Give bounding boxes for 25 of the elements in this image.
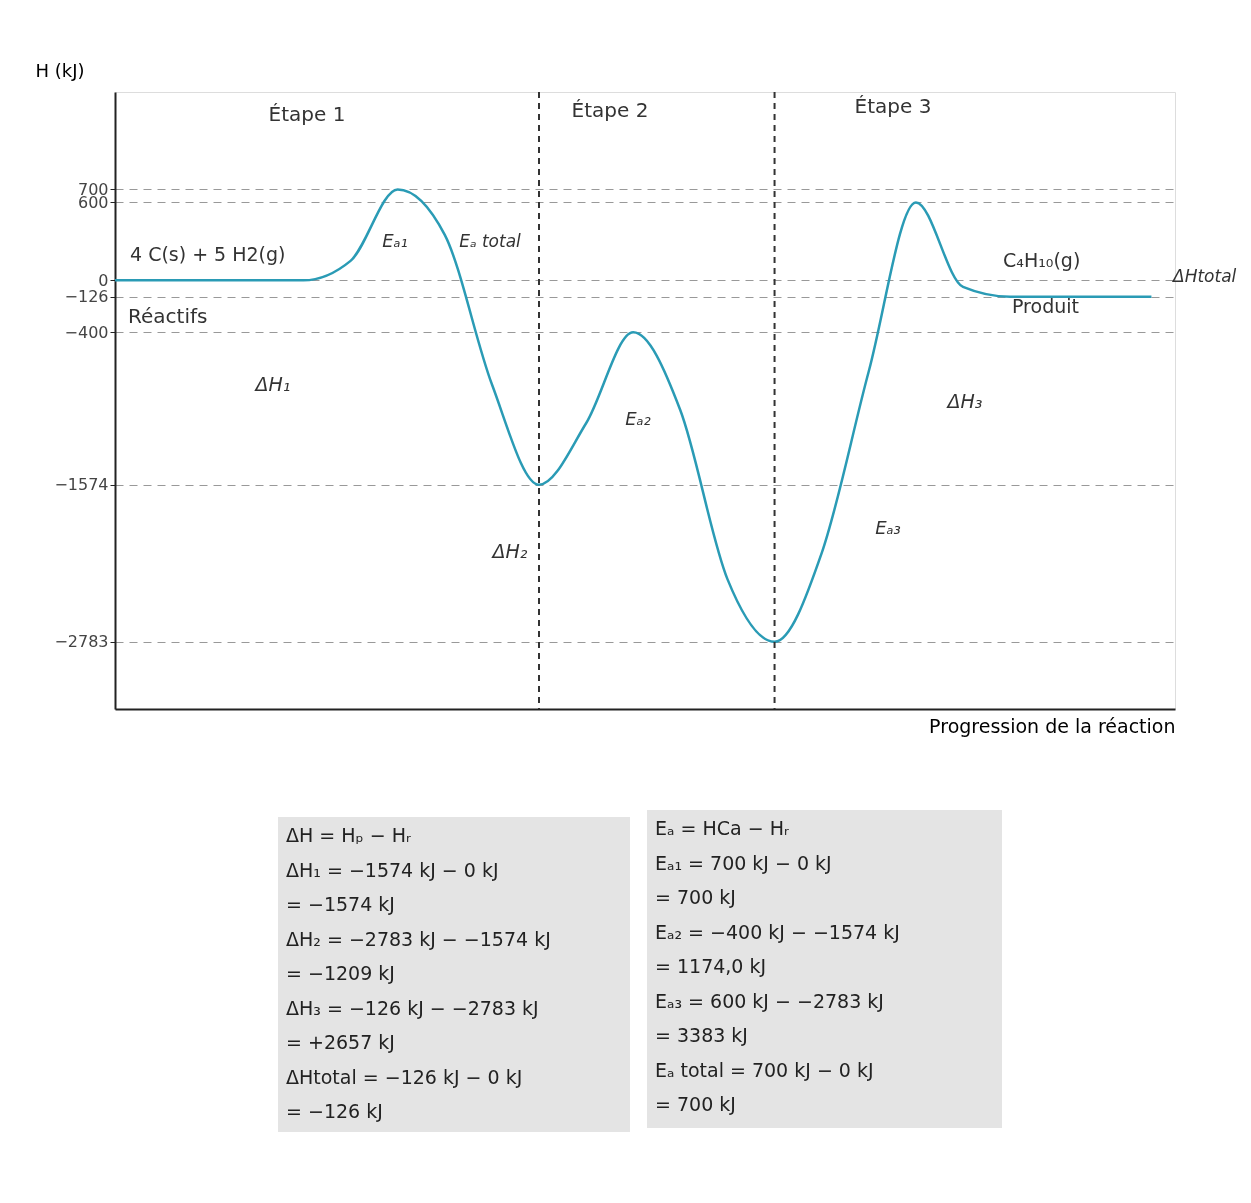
annotation: Étape 2: [571, 98, 649, 122]
annotation: C₄H₁₀(g): [1003, 249, 1081, 271]
y-tick-label: −400: [64, 322, 109, 342]
annotation: Étape 1: [268, 102, 346, 126]
text: Eₐ = HCa − Hᵣ Eₐ₁ = 700 kJ − 0 kJ = 700 kJ Eₐ₂ = −400 kJ − −1574 kJ = 1174,0 kJ Eₐ₃ = 600 kJ − −2783 kJ = 3383 kJ Eₐ total = 700 kJ − 0 kJ = 700 kJ: [655, 817, 900, 1115]
annotation: Eₐ₃: [875, 517, 901, 538]
text: ΔH = Hₚ − Hᵣ ΔH₁ = −1574 kJ − 0 kJ = −1574 kJ ΔH₂ = −2783 kJ − −1574 kJ = −1209 kJ ΔH₃ = −126 kJ − −2783 kJ = +2657 kJ ΔHtotal = −126 kJ − 0 kJ = −126 kJ: [286, 824, 551, 1122]
annotation: ΔH₁: [253, 373, 291, 395]
annotation: ΔHtotal: [1171, 266, 1237, 286]
line-series: [113, 188, 1153, 644]
annotation: Eₐ₁: [382, 230, 408, 251]
annotation: 4 C(s) + 5 H2(g): [130, 243, 286, 265]
y-tick-label: −126: [64, 287, 109, 307]
annotation: ΔH₃: [945, 390, 983, 412]
annotation: Produit: [1012, 295, 1079, 317]
y-axis-title: H (kJ): [35, 59, 85, 81]
annotation: Réactifs: [128, 304, 208, 328]
annotation: Étape 3: [854, 94, 932, 118]
y-tick-label: −1574: [54, 475, 109, 495]
annotation: Eₐ₂: [625, 408, 651, 429]
annotation: Eₐ total: [459, 231, 522, 251]
y-tick-label: 0: [98, 270, 109, 290]
annotation: ΔH₂: [490, 540, 528, 562]
y-tick-label: −2783: [54, 632, 109, 652]
x-axis-title: Progression de la réaction: [929, 714, 1176, 737]
